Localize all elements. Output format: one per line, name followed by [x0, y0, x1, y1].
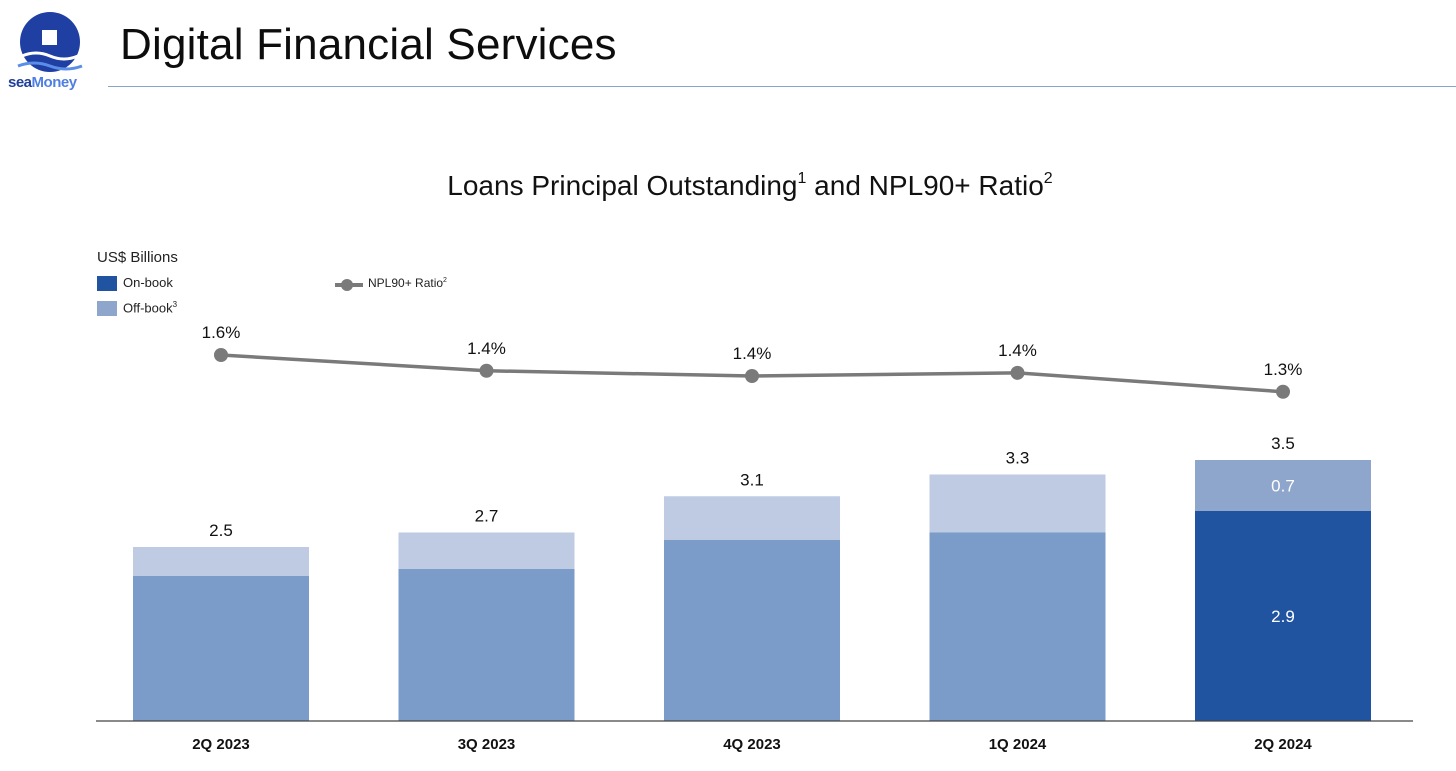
- npl-ratio-label: 1.6%: [202, 323, 241, 342]
- x-tick-label: 2Q 2023: [192, 736, 250, 753]
- bar-off-book: [398, 532, 575, 569]
- bar-off-book: [664, 496, 840, 540]
- npl-ratio-point: [745, 369, 759, 383]
- npl-ratio-point: [214, 348, 228, 362]
- unit-label: US$ Billions: [97, 249, 178, 266]
- legend-npl-ratio: NPL90+ Ratio2: [335, 276, 447, 294]
- bar-off-book: [133, 547, 309, 576]
- x-tick-label: 3Q 2023: [458, 736, 516, 753]
- off-book-value-label: 0.7: [1271, 476, 1295, 495]
- npl-ratio-point: [1276, 384, 1290, 399]
- chart-title: Loans Principal Outstanding1 and NPL90+ …: [447, 170, 1053, 201]
- npl-ratio-label: 1.4%: [467, 339, 506, 358]
- logo-wordmark: seaMoney: [8, 74, 77, 91]
- total-value-label: 3.5: [1271, 434, 1295, 453]
- bar-off-book: [1195, 460, 1371, 511]
- bar-on-book: [664, 539, 840, 721]
- header: seaMoney Digital Financial Services: [0, 0, 1456, 100]
- x-tick-label: 4Q 2023: [723, 736, 781, 753]
- bar-on-book: [398, 568, 575, 721]
- legend-off-book: Off-book3: [97, 300, 177, 317]
- on-book-value-label: 2.9: [1271, 607, 1295, 626]
- x-tick-label: 1Q 2024: [989, 736, 1047, 753]
- npl-ratio-point: [1010, 365, 1025, 380]
- legend-on-book-swatch: [97, 276, 117, 292]
- seamoney-logo-icon: [17, 12, 83, 72]
- bar-on-book: [133, 576, 309, 721]
- npl-ratio-label: 1.3%: [1264, 360, 1303, 379]
- npl-ratio-point: [479, 363, 494, 378]
- bar-off-book: [929, 474, 1106, 533]
- legend-on-book: On-book: [97, 275, 173, 292]
- total-value-label: 3.1: [740, 470, 764, 489]
- header-divider: [108, 86, 1456, 87]
- legend-off-book-swatch: [97, 301, 117, 317]
- x-tick-label: 2Q 2024: [1254, 736, 1312, 753]
- npl-ratio-label: 1.4%: [998, 341, 1037, 360]
- npl-ratio-label: 1.4%: [733, 344, 772, 363]
- total-value-label: 3.3: [1006, 449, 1030, 468]
- bar-on-book: [1195, 510, 1371, 721]
- legend-line-marker-icon: [335, 279, 363, 291]
- page-title: Digital Financial Services: [120, 20, 617, 69]
- total-value-label: 2.7: [475, 507, 499, 526]
- bar-on-book: [929, 532, 1106, 721]
- total-value-label: 2.5: [209, 521, 233, 540]
